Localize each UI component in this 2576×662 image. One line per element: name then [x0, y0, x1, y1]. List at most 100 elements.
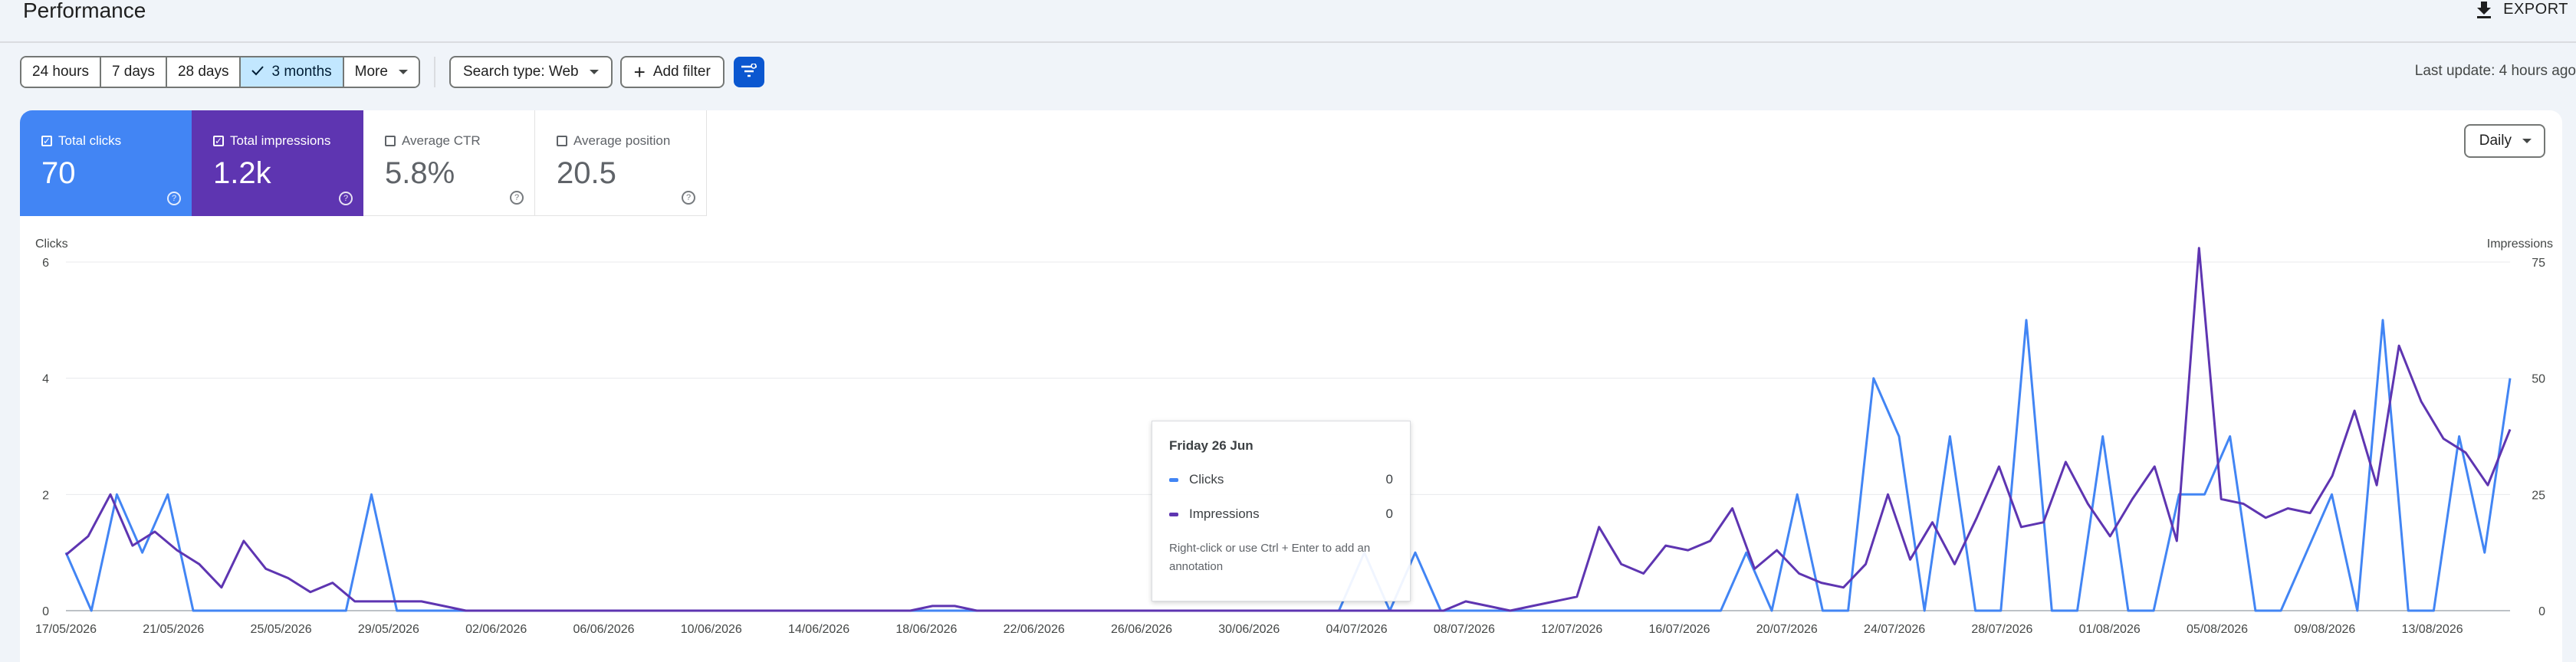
metric-label-text: Total clicks [58, 133, 122, 148]
x-tick-label: 08/07/2026 [1434, 623, 1495, 636]
x-tick-label: 14/06/2026 [788, 623, 849, 636]
filter-settings-button[interactable] [733, 57, 764, 87]
x-tick-label: 02/06/2026 [465, 623, 527, 636]
x-tick-label: 18/06/2026 [895, 623, 957, 636]
range-28-days[interactable]: 28 days [166, 57, 242, 87]
x-tick-label: 01/08/2026 [2079, 623, 2141, 636]
series-line-impressions [65, 247, 2512, 612]
metric-label: ✓ Total clicks [41, 133, 121, 149]
performance-chart[interactable]: 0 2 4 6 0 25 50 75 Clicks Impressions 17/05/2026 21… [20, 110, 2562, 662]
left-tick-label: 4 [42, 373, 49, 386]
help-icon[interactable]: ? [510, 191, 524, 205]
help-icon[interactable]: ? [339, 192, 353, 205]
export-button[interactable]: EXPORT [2476, 0, 2568, 18]
chevron-down-icon [398, 70, 408, 74]
x-tick-label: 28/07/2026 [1971, 623, 2032, 636]
metric-average-position[interactable]: Average position 20.5 ? [535, 110, 707, 216]
add-filter-button[interactable]: + Add filter [619, 56, 724, 88]
x-tick-label: 29/05/2026 [358, 623, 419, 636]
x-tick-label: 06/06/2026 [573, 623, 634, 636]
range-3-months[interactable]: 3 months [241, 57, 344, 87]
metric-value: 20.5 [557, 156, 616, 190]
x-tick-label: 26/06/2026 [1111, 623, 1172, 636]
metric-tabs: ✓ Total clicks 70 ? ✓ Total impressions 1.… [20, 110, 707, 216]
check-icon [251, 64, 264, 80]
search-type-dropdown[interactable]: Search type: Web [449, 56, 613, 88]
right-axis-label: Impressions [2487, 238, 2553, 251]
clicks-swatch [1169, 477, 1178, 482]
metric-label-text: Total impressions [230, 133, 331, 148]
granularity-label: Daily [2479, 133, 2512, 149]
tooltip-title: Friday 26 Jun [1169, 438, 1254, 453]
last-update-text: Last update: 4 hours ago [2414, 63, 2576, 79]
metric-label: ✓ Total impressions [213, 133, 330, 149]
x-tick-label: 05/08/2026 [2187, 623, 2248, 636]
right-tick-label: 50 [2532, 373, 2545, 386]
filter-icon [741, 62, 757, 81]
metric-total-impressions[interactable]: ✓ Total impressions 1.2k ? [192, 110, 363, 216]
performance-card: 0 2 4 6 0 25 50 75 Clicks Impressions 17/05/2026 21… [20, 110, 2562, 662]
help-icon[interactable]: ? [682, 191, 695, 205]
metric-value: 70 [41, 156, 76, 190]
x-tick-label: 24/07/2026 [1864, 623, 1925, 636]
range-label: 28 days [177, 64, 229, 80]
checkbox-checked-icon[interactable]: ✓ [213, 136, 224, 146]
tooltip-note: Right-click or use Ctrl + Enter to add a… [1169, 542, 1371, 573]
range-more[interactable]: More [343, 57, 419, 87]
metric-average-ctr[interactable]: Average CTR 5.8% ? [363, 110, 535, 216]
left-tick-label: 6 [42, 257, 49, 270]
help-icon[interactable]: ? [167, 192, 181, 205]
left-axis-label: Clicks [35, 238, 68, 251]
x-tick-label: 30/06/2026 [1218, 623, 1280, 636]
x-tick-label: 22/06/2026 [1004, 623, 1065, 636]
range-24-hours[interactable]: 24 hours [21, 57, 101, 87]
metric-value: 1.2k [213, 156, 271, 190]
granularity-dropdown[interactable]: Daily [2463, 124, 2545, 158]
x-tick-label: 20/07/2026 [1756, 623, 1818, 636]
x-tick-label: 21/05/2026 [143, 623, 204, 636]
left-tick-label: 2 [42, 489, 49, 502]
metric-label-text: Average position [573, 133, 671, 148]
metric-total-clicks[interactable]: ✓ Total clicks 70 ? [20, 110, 192, 216]
page-header: Performance EXPORT [0, 0, 2576, 43]
tooltip-row-value: 0 [1385, 506, 1393, 521]
right-tick-label: 75 [2532, 257, 2545, 270]
tooltip-row-impressions: Impressions 0 [1169, 506, 1393, 522]
x-tick-label: 12/07/2026 [1541, 623, 1602, 636]
x-tick-label: 04/07/2026 [1326, 623, 1388, 636]
tooltip-row-clicks: Clicks 0 [1169, 472, 1393, 487]
metric-label-text: Average CTR [402, 133, 481, 148]
tooltip-row-label: Impressions [1189, 506, 1260, 521]
range-7-days[interactable]: 7 days [100, 57, 167, 87]
impressions-swatch [1169, 512, 1178, 516]
export-label: EXPORT [2503, 0, 2568, 18]
divider [433, 57, 435, 87]
chevron-down-icon [589, 70, 599, 74]
range-label: 24 hours [32, 64, 89, 80]
left-tick-label: 0 [42, 605, 49, 618]
right-tick-label: 0 [2538, 605, 2545, 618]
checkbox-checked-icon[interactable]: ✓ [41, 136, 52, 146]
range-label: More [354, 64, 388, 80]
metric-label: Average CTR [385, 133, 481, 149]
chart-tooltip: Friday 26 Jun Clicks 0 Impressions 0 Rig… [1152, 421, 1411, 601]
x-tick-label: 09/08/2026 [2294, 623, 2355, 636]
tooltip-row-value: 0 [1385, 472, 1393, 487]
add-filter-label: Add filter [652, 64, 711, 80]
right-tick-label: 25 [2532, 489, 2545, 502]
checkbox-unchecked-icon[interactable] [557, 136, 567, 146]
chevron-down-icon [2522, 139, 2532, 143]
x-tick-label: 10/06/2026 [681, 623, 742, 636]
x-tick-label: 25/05/2026 [251, 623, 312, 636]
tooltip-row-label: Clicks [1189, 472, 1224, 487]
x-tick-label: 16/07/2026 [1648, 623, 1710, 636]
metric-value: 5.8% [385, 156, 455, 190]
metric-label: Average position [557, 133, 670, 149]
x-tick-label: 13/08/2026 [2402, 623, 2463, 636]
range-label: 3 months [271, 64, 332, 80]
page-title: Performance [23, 0, 146, 22]
checkbox-unchecked-icon[interactable] [385, 136, 396, 146]
search-type-label: Search type: Web [462, 64, 579, 80]
download-icon [2476, 0, 2492, 18]
toolbar: 24 hours 7 days 28 days 3 months More Se… [20, 56, 764, 88]
